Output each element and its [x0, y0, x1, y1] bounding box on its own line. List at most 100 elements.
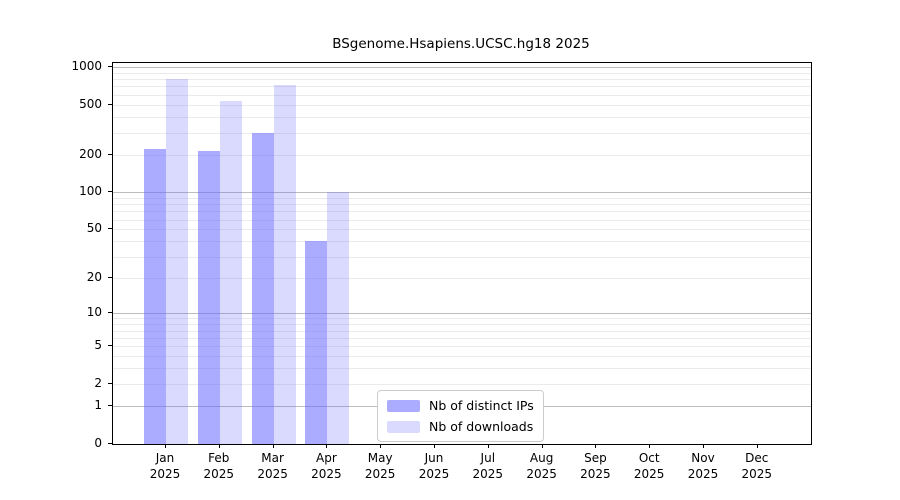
legend-swatch-distinct-ips: [387, 399, 420, 412]
y-gridline-minor-5: [113, 346, 811, 348]
y-gridline-minor-4: [113, 356, 811, 358]
x-tick-label-jan: Jan 2025: [134, 451, 196, 482]
y-tick-label-5: 5: [94, 338, 102, 353]
y-gridline-major-10: [113, 313, 811, 315]
x-tick-label-nov: Nov 2025: [672, 451, 734, 482]
y-tick-mark-5: [108, 345, 112, 347]
x-tick-label-jul: Jul 2025: [457, 451, 519, 482]
legend-item-distinct-ips: Nb of distinct IPs: [387, 398, 534, 413]
legend-label-downloads: Nb of downloads: [429, 419, 534, 434]
x-tick-label-may: May 2025: [349, 451, 411, 482]
y-tick-mark-10: [108, 312, 112, 314]
x-tick-label-feb: Feb 2025: [188, 451, 250, 482]
y-tick-label-0: 0: [94, 436, 102, 450]
x-tick-month: Apr: [316, 451, 337, 465]
y-tick-label-2: 2: [94, 376, 102, 390]
y-gridline-minor-20: [113, 277, 811, 279]
y-gridline-minor-300: [113, 132, 811, 134]
x-tick-year: 2025: [580, 466, 611, 481]
legend-item-downloads: Nb of downloads: [387, 419, 534, 434]
x-tick-year: 2025: [687, 466, 719, 481]
y-gridline-minor-600: [113, 94, 811, 96]
y-tick-label-500: 500: [79, 96, 102, 111]
legend-swatch-downloads: [387, 420, 420, 433]
y-gridline-minor-50: [113, 229, 811, 231]
x-tick-month: Jul: [480, 451, 496, 465]
x-tick-month: Oct: [638, 451, 660, 465]
plot-area: Nb of distinct IPs Nb of downloads: [112, 62, 812, 445]
x-tick-mark-apr: [326, 444, 328, 448]
y-tick-mark-200: [108, 153, 112, 155]
y-gridline-minor-60: [113, 219, 811, 221]
bar-downloads-feb: [219, 100, 242, 444]
x-tick-year: 2025: [364, 466, 396, 481]
x-tick-year: 2025: [149, 466, 181, 481]
y-gridline-minor-6: [113, 337, 811, 339]
x-tick-year: 2025: [526, 466, 557, 481]
x-tick-label-jun: Jun 2025: [403, 451, 465, 482]
y-gridline-minor-90: [113, 197, 811, 199]
y-tick-mark-100: [108, 191, 112, 193]
chart-title: BSgenome.Hsapiens.UCSC.hg18 2025: [332, 36, 590, 52]
x-tick-month: Sep: [584, 451, 607, 465]
y-tick-mark-1000: [108, 66, 112, 67]
y-tick-label-200: 200: [79, 146, 102, 161]
x-tick-year: 2025: [633, 466, 665, 481]
x-tick-month: Feb: [208, 451, 230, 465]
x-tick-label-aug: Aug 2025: [511, 451, 573, 482]
y-gridline-minor-900: [113, 72, 811, 74]
bar-distinct-ips-jan: [144, 149, 166, 444]
y-gridline-minor-400: [113, 116, 811, 118]
x-tick-mark-aug: [541, 444, 543, 448]
y-gridline-minor-2: [113, 384, 811, 385]
y-gridline-minor-700: [113, 86, 811, 88]
x-tick-label-oct: Oct 2025: [618, 451, 680, 482]
y-gridline-major-1000: [113, 67, 811, 68]
y-tick-label-100: 100: [79, 184, 102, 199]
y-gridline-minor-9: [113, 318, 811, 320]
y-tick-label-20: 20: [86, 269, 102, 284]
bar-downloads-jan: [166, 79, 188, 444]
y-tick-label-1: 1: [94, 398, 102, 413]
x-tick-mark-dec: [756, 444, 758, 448]
y-gridline-minor-30: [113, 256, 811, 258]
legend-label-distinct-ips: Nb of distinct IPs: [429, 398, 534, 413]
x-tick-year: 2025: [741, 466, 773, 481]
x-tick-month: Mar: [261, 451, 284, 465]
y-tick-label-50: 50: [86, 221, 102, 236]
y-gridline-minor-8: [113, 324, 811, 326]
y-gridline-minor-200: [113, 154, 811, 156]
y-tick-mark-500: [108, 103, 112, 105]
bar-distinct-ips-feb: [197, 150, 220, 444]
x-tick-mark-mar: [272, 444, 274, 448]
x-tick-mark-feb: [218, 444, 220, 448]
legend: Nb of distinct IPs Nb of downloads: [377, 390, 544, 442]
y-gridline-minor-500: [113, 104, 811, 106]
x-tick-year: 2025: [418, 466, 450, 481]
y-tick-mark-20: [108, 276, 112, 278]
x-tick-month: Dec: [745, 451, 769, 465]
x-tick-year: 2025: [203, 466, 235, 481]
x-tick-mark-jul: [487, 444, 489, 448]
x-tick-year: 2025: [257, 466, 288, 481]
x-tick-month: Aug: [529, 451, 554, 465]
bar-downloads-apr: [327, 191, 350, 444]
x-tick-label-mar: Mar 2025: [242, 451, 304, 482]
y-gridline-minor-7: [113, 330, 811, 332]
x-tick-mark-oct: [649, 444, 651, 448]
bar-downloads-mar: [273, 85, 296, 444]
bar-distinct-ips-apr: [305, 241, 328, 444]
bar-distinct-ips-mar: [251, 132, 274, 444]
x-tick-label-dec: Dec 2025: [726, 451, 788, 482]
y-gridline-minor-3: [113, 368, 811, 370]
y-gridline-minor-40: [113, 241, 811, 243]
x-tick-mark-sep: [595, 444, 597, 448]
x-tick-mark-jun: [434, 444, 435, 448]
x-tick-label-apr: Apr 2025: [295, 451, 357, 482]
x-tick-month: Nov: [691, 451, 715, 465]
y-tick-mark-50: [108, 228, 112, 230]
x-tick-month: May: [367, 451, 393, 465]
y-tick-mark-0: [108, 443, 112, 444]
y-tick-label-1000: 1000: [71, 59, 102, 73]
x-tick-month: Jan: [155, 451, 175, 465]
